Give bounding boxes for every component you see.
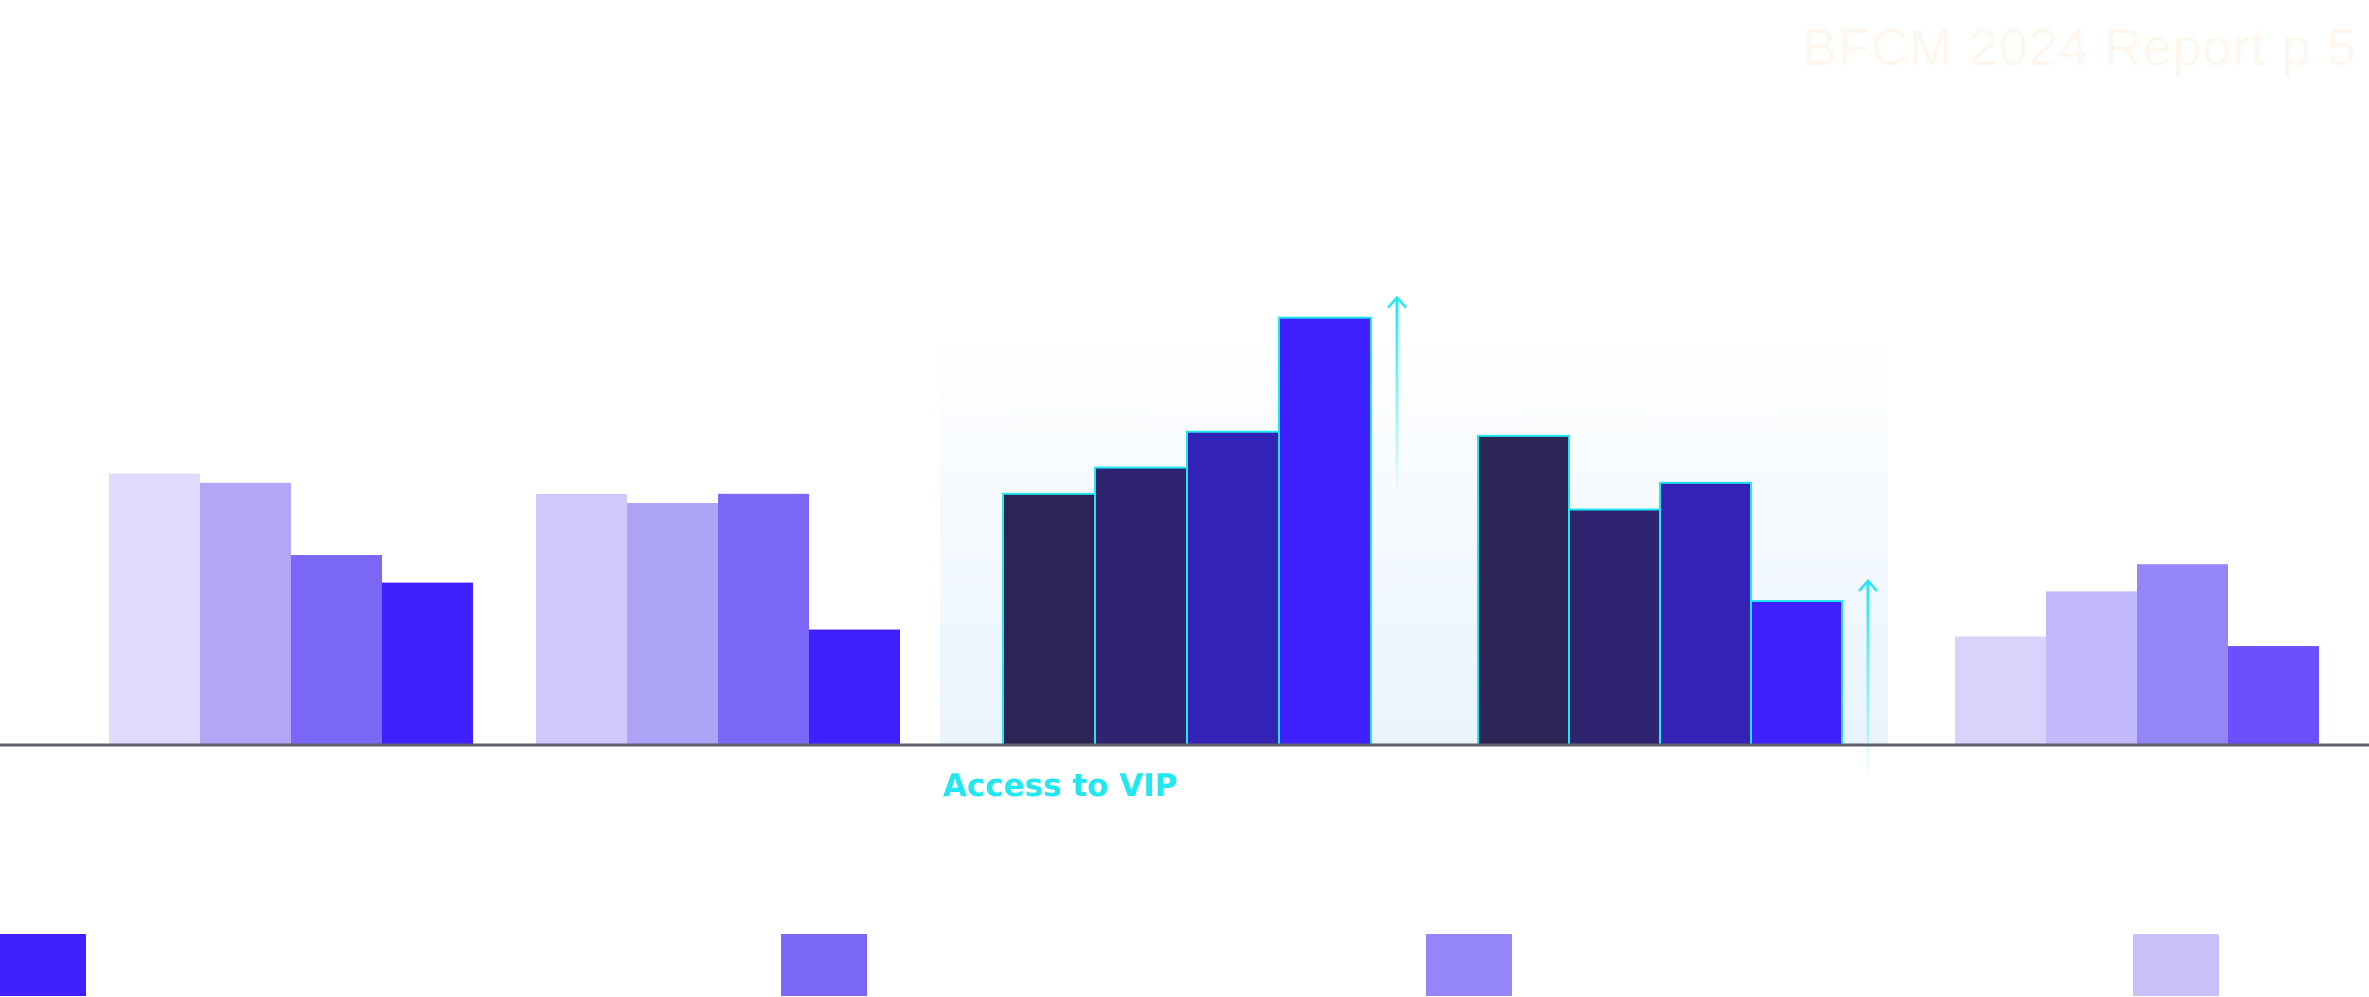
- bar-g1-b2: [200, 482, 291, 745]
- bar-g3-b1: [1002, 492, 1096, 746]
- bar-g2-b1: [536, 493, 627, 745]
- bar-g4-b1: [1477, 434, 1570, 746]
- legend-swatch-4: [2133, 934, 2219, 996]
- increase-arrow-icon: [1387, 295, 1407, 498]
- bar-g4-b3: [1659, 481, 1752, 746]
- bar-g1-b4: [382, 582, 473, 745]
- bar-g5-b2: [2046, 591, 2137, 745]
- bar-g2-b4: [809, 629, 900, 745]
- bar-g1-b3: [291, 555, 382, 745]
- bar-g4-b4: [1750, 600, 1843, 747]
- highlight-label: Access to VIP: [943, 768, 1178, 804]
- watermark-text: BFCM 2024 Report p 5: [1802, 19, 2357, 77]
- bar-g2-b3: [718, 493, 809, 745]
- bar-g4-b2: [1568, 508, 1661, 747]
- bar-g3-b3: [1186, 430, 1280, 746]
- bar-g2-b2: [627, 503, 718, 745]
- bar-g3-b2: [1094, 466, 1188, 746]
- legend-swatch-3: [1426, 934, 1512, 996]
- legend-swatch-2: [781, 934, 867, 996]
- bar-g5-b3: [2137, 564, 2228, 745]
- legend-swatch-1: [0, 934, 86, 996]
- bar-g5-b1: [1955, 636, 2046, 745]
- bar-g1-b1: [109, 473, 200, 745]
- bar-g3-b4: [1278, 316, 1372, 746]
- bar-g5-b4: [2228, 646, 2319, 745]
- increase-arrow-icon: [1858, 579, 1878, 782]
